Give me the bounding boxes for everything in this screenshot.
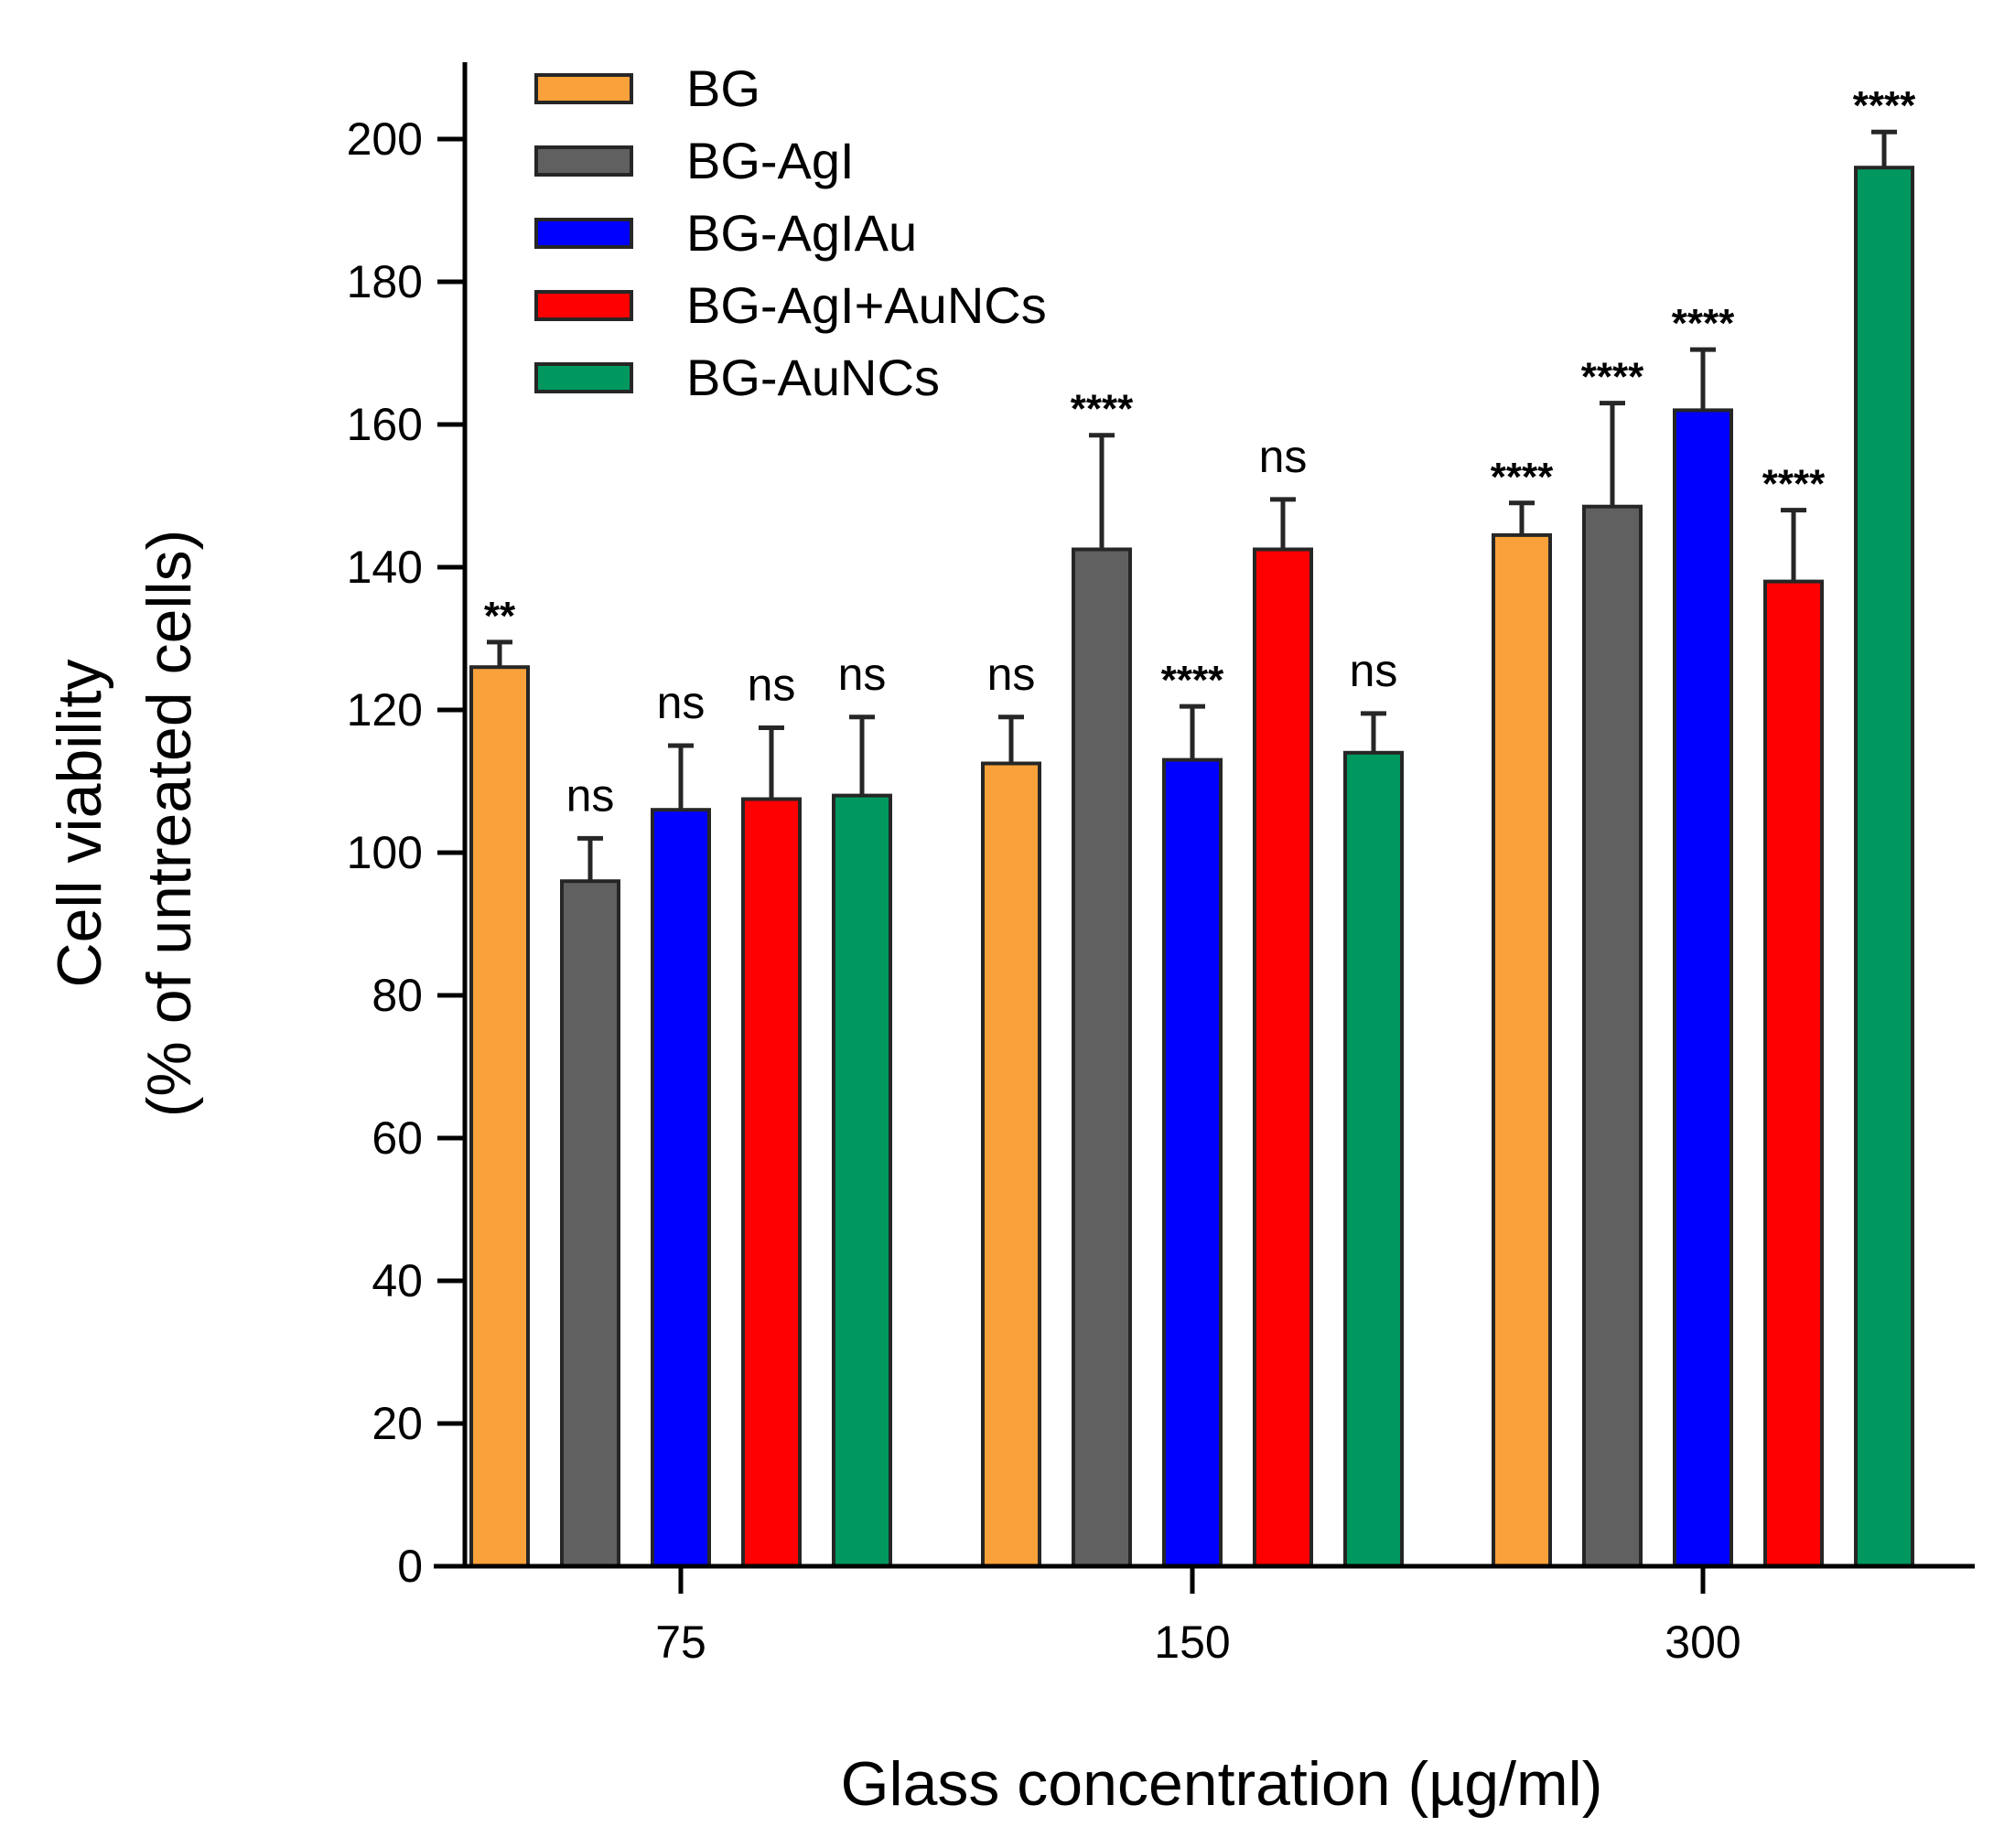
legend-label: BG-AgI+AuNCs	[686, 276, 1047, 334]
bar	[741, 797, 802, 1568]
significance-label: ****	[1161, 658, 1224, 703]
y-tick-label: 60	[372, 1112, 423, 1164]
significance-label: ns	[987, 649, 1036, 700]
y-tick-label: 120	[347, 684, 423, 736]
y-axis-title-line1: Cell viability	[45, 660, 114, 988]
y-tick-label: 200	[347, 113, 423, 165]
y-tick-label: 80	[372, 970, 423, 1021]
bar	[1582, 504, 1643, 1569]
bar	[832, 793, 892, 1568]
significance-label: ns	[838, 649, 887, 700]
bar	[651, 808, 711, 1568]
significance-label: ****	[1491, 455, 1554, 500]
y-tick-label: 140	[347, 542, 423, 593]
legend-label: BG	[686, 59, 760, 117]
legend: BG BG-AgI BG-AgIAu BG-AgI+AuNCs BG-AuNCs	[534, 59, 1047, 406]
bar	[1763, 579, 1824, 1568]
legend-swatch	[534, 290, 633, 321]
y-axis-ticks: 0 20 40 60 80 100 120 140 160 180 200	[347, 113, 465, 1592]
axes-layer	[434, 62, 1975, 1569]
significance-label: ****	[1853, 83, 1916, 128]
x-axis-ticks: 75 150 300	[655, 1566, 1741, 1668]
significance-label: ns	[1350, 645, 1398, 696]
legend-label: BG-AuNCs	[686, 349, 940, 406]
bar	[1072, 547, 1132, 1568]
bar	[981, 761, 1041, 1568]
legend-swatch	[534, 362, 633, 393]
significance-label: ****	[1071, 387, 1134, 432]
legend-swatch	[534, 145, 633, 177]
x-tick-label: 300	[1665, 1617, 1740, 1668]
x-axis-title: Glass concentration (µg/ml)	[841, 1749, 1603, 1819]
y-tick-label: 0	[397, 1541, 423, 1592]
x-tick-label: 75	[655, 1617, 706, 1668]
y-tick-label: 160	[347, 399, 423, 450]
bar	[1854, 166, 1914, 1569]
bar	[1162, 757, 1223, 1568]
significance-label: ns	[748, 660, 796, 711]
bar	[1492, 532, 1552, 1568]
y-tick-label: 100	[347, 827, 423, 878]
significance-label: ns	[566, 769, 615, 821]
significance-label: ****	[1762, 462, 1826, 507]
legend-swatch	[534, 218, 633, 249]
legend-label: BG-AgIAu	[686, 204, 917, 262]
significance-label: ns	[657, 677, 706, 728]
significance-label: **	[484, 594, 516, 639]
x-tick-label: 150	[1154, 1617, 1230, 1668]
bar	[560, 879, 620, 1568]
legend-swatch	[534, 73, 633, 104]
significance-label: ns	[1259, 431, 1308, 482]
bar	[1253, 547, 1313, 1568]
y-tick-label: 20	[372, 1398, 423, 1449]
y-axis-title-line2: (% of untreated cells)	[135, 530, 204, 1118]
significance-label: ****	[1581, 355, 1644, 400]
y-tick-label: 180	[347, 256, 423, 307]
bar	[1343, 750, 1404, 1568]
bar	[1673, 408, 1733, 1568]
y-tick-label: 40	[372, 1255, 423, 1306]
legend-label: BG-AgI	[686, 132, 855, 189]
bar	[469, 665, 530, 1568]
significance-label: ****	[1672, 301, 1735, 346]
